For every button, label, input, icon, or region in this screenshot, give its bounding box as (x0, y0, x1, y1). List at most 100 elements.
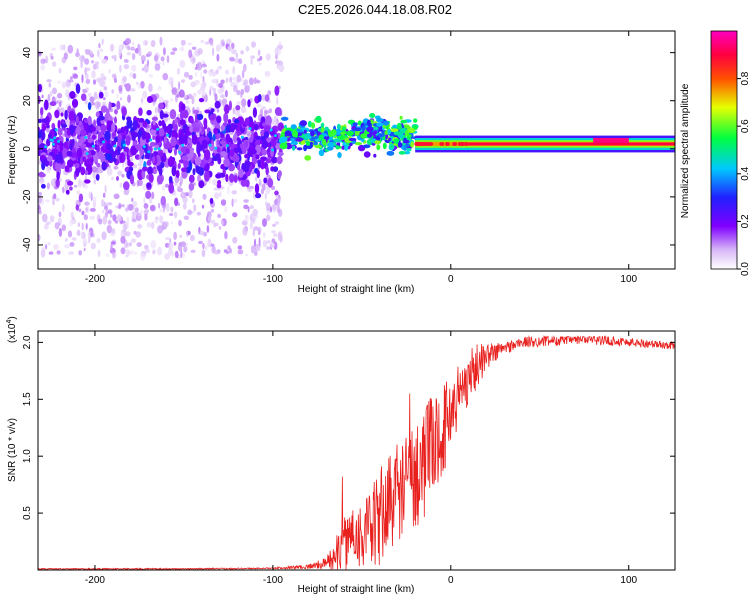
spectrogram-band-blob (106, 143, 112, 150)
spectrogram-band-blob (224, 104, 230, 115)
spectrogram-band-blob (76, 147, 82, 159)
spectrogram-noise-blob (105, 210, 109, 218)
spectrogram-peak-dot (178, 150, 182, 154)
spectrogram-peak-dot (51, 142, 55, 146)
spectrogram-transition-blob (403, 137, 407, 142)
spectrogram-noise-blob (87, 92, 92, 97)
spectrogram-transition-blob (349, 142, 353, 147)
spectrogram-noise-blob (217, 108, 220, 113)
spectrogram-peak-dot (113, 144, 117, 148)
spectrogram-noise-blob (110, 241, 116, 245)
spectrogram-band-blob (177, 163, 181, 169)
spectrogram-band-blob (198, 180, 205, 189)
spectrogram-noise-blob (171, 86, 178, 95)
spectrogram-noise-blob (140, 209, 143, 215)
spectrogram-band-blob (181, 167, 187, 173)
spectrogram-noise-blob (201, 90, 207, 97)
spectrogram-band-blob (61, 147, 69, 158)
spectrogram-transition-blob (285, 133, 293, 137)
spectrogram-noise-blob (81, 210, 85, 216)
spectrogram-noise-blob (112, 214, 117, 222)
spectrogram-noise-blob (99, 56, 103, 60)
spectrogram-transition-blob (280, 136, 288, 142)
spectrogram-band-blob (233, 147, 239, 153)
spectrogram-noise-blob (97, 249, 101, 258)
spectrogram-noise-blob (199, 86, 206, 92)
spectrogram-band-blob (174, 197, 179, 207)
spectrogram-peak-dot (102, 140, 105, 144)
spectrogram-band-blob (183, 133, 188, 142)
spectrogram-band-blob (233, 174, 238, 183)
spectrogram-band-blob (152, 135, 156, 140)
spectrogram-noise-blob (125, 83, 131, 92)
spectrogram-band-blob (145, 190, 152, 199)
spectrogram-transition-blob (354, 142, 363, 146)
spectrogram-peak-dot (208, 143, 212, 147)
spectrogram-noise-blob (187, 42, 192, 46)
spectrogram-noise-blob (264, 70, 271, 77)
spectrogram-band-blob (74, 162, 80, 169)
spectrogram-noise-blob (49, 52, 54, 60)
spectrogram-noise-blob (98, 42, 101, 49)
spectrogram-noise-blob (204, 245, 208, 251)
colorbar: 0.0 0.2 0.4 0.6 0.8 Normalized spectral ampl… (680, 30, 750, 276)
spectrogram-noise-blob (184, 106, 190, 110)
spectrogram-noise-blob (131, 64, 137, 72)
spectrogram-band-blob (191, 134, 198, 145)
spectrogram-noise-blob (217, 88, 224, 95)
spectrogram-band-blob (170, 136, 177, 147)
spectrogram-peak-dot (57, 139, 61, 143)
spectrogram-noise-blob (57, 92, 63, 99)
spectrogram-noise-blob (152, 102, 155, 107)
spectrogram-noise-blob (236, 89, 241, 96)
spectrogram-band-blob (264, 94, 270, 102)
spectrogram-noise-blob (278, 85, 281, 90)
colorbar-ticks: 0.0 0.2 0.4 0.6 0.8 (737, 71, 750, 276)
spectrogram-noise-blob (137, 162, 143, 167)
spectrogram-noise-blob (214, 222, 219, 227)
spectrogram-band-blob (38, 131, 42, 139)
spectrogram-band-blob (67, 180, 74, 186)
spectrogram-band-blob (181, 155, 189, 161)
spectrogram-noise-blob (266, 214, 271, 222)
x-tick-label: 0 (448, 274, 454, 285)
spectrogram-band-blob (69, 139, 73, 145)
x-tick-label: -100 (263, 575, 283, 586)
spectrogram-band-blob (116, 176, 119, 181)
spectrogram-band-blob (192, 168, 196, 176)
spectrogram-band-blob (74, 141, 78, 148)
spectrogram-noise-blob (84, 201, 90, 206)
spectrogram-noise-blob (140, 80, 145, 89)
spectrogram-noise-blob (144, 213, 148, 221)
spectrogram-band-blob (271, 138, 277, 147)
spectrogram-noise-blob (105, 204, 108, 209)
spectrogram-noise-blob (210, 219, 216, 224)
spectrogram-noise-blob (40, 58, 46, 64)
spectrogram-band-blob (216, 146, 221, 153)
spectrogram-band-blob (106, 108, 110, 119)
spectrogram-noise-blob (131, 197, 134, 202)
spectrogram-noise-blob (103, 76, 107, 80)
spectrogram-noise-blob (144, 40, 148, 46)
spectrogram-noise-blob (180, 39, 186, 46)
spectrogram-noise-blob (140, 55, 146, 62)
spectrogram-noise-blob (93, 91, 98, 100)
spectrogram-noise-blob (265, 185, 271, 195)
spectrogram-signal-core (593, 138, 629, 143)
snr-y-scale: (x104) (6, 316, 18, 343)
spectrogram-noise-blob (116, 93, 119, 98)
spectrogram-noise-blob (177, 185, 182, 192)
spectrogram-band-blob (220, 151, 227, 157)
spectrogram-transition-blob (396, 122, 402, 130)
spectrogram-band-blob (138, 107, 143, 116)
spectrogram-noise-blob (91, 70, 96, 79)
spectrogram-transition-blob (315, 115, 322, 123)
spectrogram-noise-blob (78, 250, 83, 256)
spectrogram-noise-blob (143, 196, 146, 205)
spectrogram-noise-blob (274, 47, 279, 56)
spectrogram-transition-blob (407, 128, 416, 134)
spectrogram-signal-dot (414, 142, 420, 146)
spectrogram-noise-blob (154, 216, 159, 224)
spectrogram-band-blob (55, 178, 60, 188)
spectrogram-transition-blob (373, 130, 378, 135)
